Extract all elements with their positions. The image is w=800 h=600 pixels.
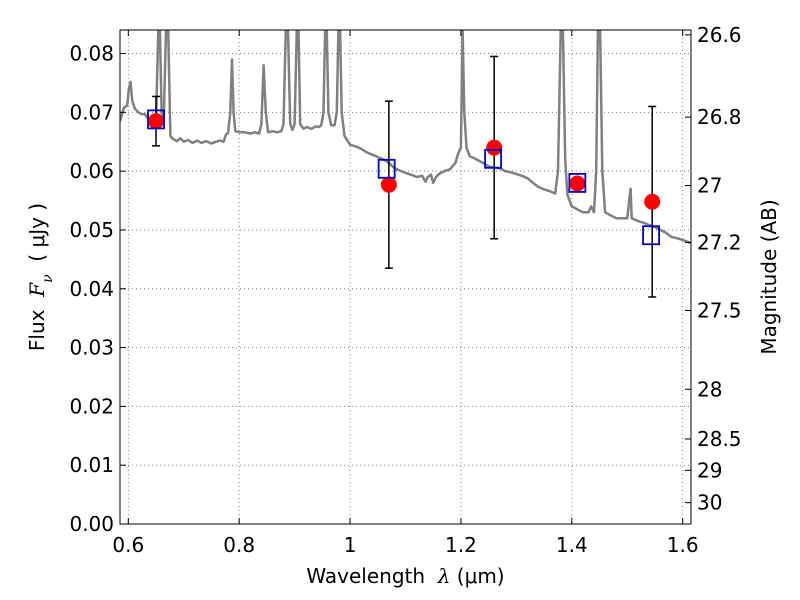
x-tick-label: 1 (344, 533, 357, 557)
observed-point (380, 176, 397, 193)
x-tick-label: 1.6 (667, 533, 699, 557)
y2-tick-label: 26.6 (697, 23, 742, 47)
y-axis-label-symbol: F (25, 282, 49, 298)
y2-tick-label: 28.5 (697, 427, 742, 451)
model-point (147, 109, 165, 130)
y-axis-label-suffix: ( μJy ) (25, 203, 49, 275)
model-point (377, 158, 396, 179)
y-tick-label: 0.00 (69, 512, 114, 536)
y-axis-label-subscript: ν (40, 274, 56, 283)
y-tick-label: 0.05 (69, 218, 114, 242)
y-tick-label: 0.03 (69, 336, 114, 360)
spectrum-line (120, 30, 691, 245)
y-tick-label: 0.02 (69, 394, 114, 418)
y-axis-label-prefix: Flux (25, 297, 49, 351)
y2-tick-label: 27.5 (697, 298, 742, 322)
observed-point (148, 113, 165, 130)
y2-axis-label: Magnitude (AB) (757, 199, 781, 354)
ticks-layer: 0.6 0.8 1 1.2 1.4 1.6 0.00 0.01 0.02 0.03 0.04 0.05… (69, 23, 741, 557)
x-tick-label: 0.6 (112, 533, 144, 557)
model-point (642, 225, 660, 246)
plot-frame (119, 29, 692, 525)
observed-point (644, 193, 661, 210)
y2-tick-label: 26.8 (697, 105, 742, 129)
model-point (484, 148, 502, 169)
y-tick-label: 0.07 (69, 100, 114, 124)
spectrum-layer (120, 30, 691, 245)
x-tick-label: 1.2 (445, 533, 477, 557)
model-layer (147, 109, 660, 246)
x-axis-label: Wavelength λ (μm) (306, 564, 504, 588)
x-axis-label-prefix: Wavelength (306, 564, 437, 588)
observed-point (486, 139, 503, 156)
y-tick-label: 0.08 (69, 42, 114, 66)
y-tick-label: 0.06 (69, 159, 114, 183)
y2-tick-label: 27.2 (697, 231, 742, 255)
observed-layer (148, 113, 661, 210)
y-tick-label: 0.04 (69, 277, 114, 301)
y2-tick-label: 29 (697, 458, 722, 482)
y2-tick-label: 30 (697, 491, 722, 515)
observed-point (569, 175, 586, 192)
plot-background (120, 30, 691, 524)
model-point (568, 173, 587, 193)
x-axis-label-suffix: (μm) (450, 564, 504, 588)
y2-tick-label: 27 (697, 174, 722, 198)
y2-tick-label: 28 (697, 377, 722, 401)
y-axis-label: Flux Fν ( μJy ) (25, 203, 56, 351)
x-tick-label: 1.4 (556, 533, 588, 557)
x-tick-label: 0.8 (223, 533, 255, 557)
y-tick-label: 0.01 (69, 453, 114, 477)
x-axis-label-symbol: λ (437, 564, 451, 588)
